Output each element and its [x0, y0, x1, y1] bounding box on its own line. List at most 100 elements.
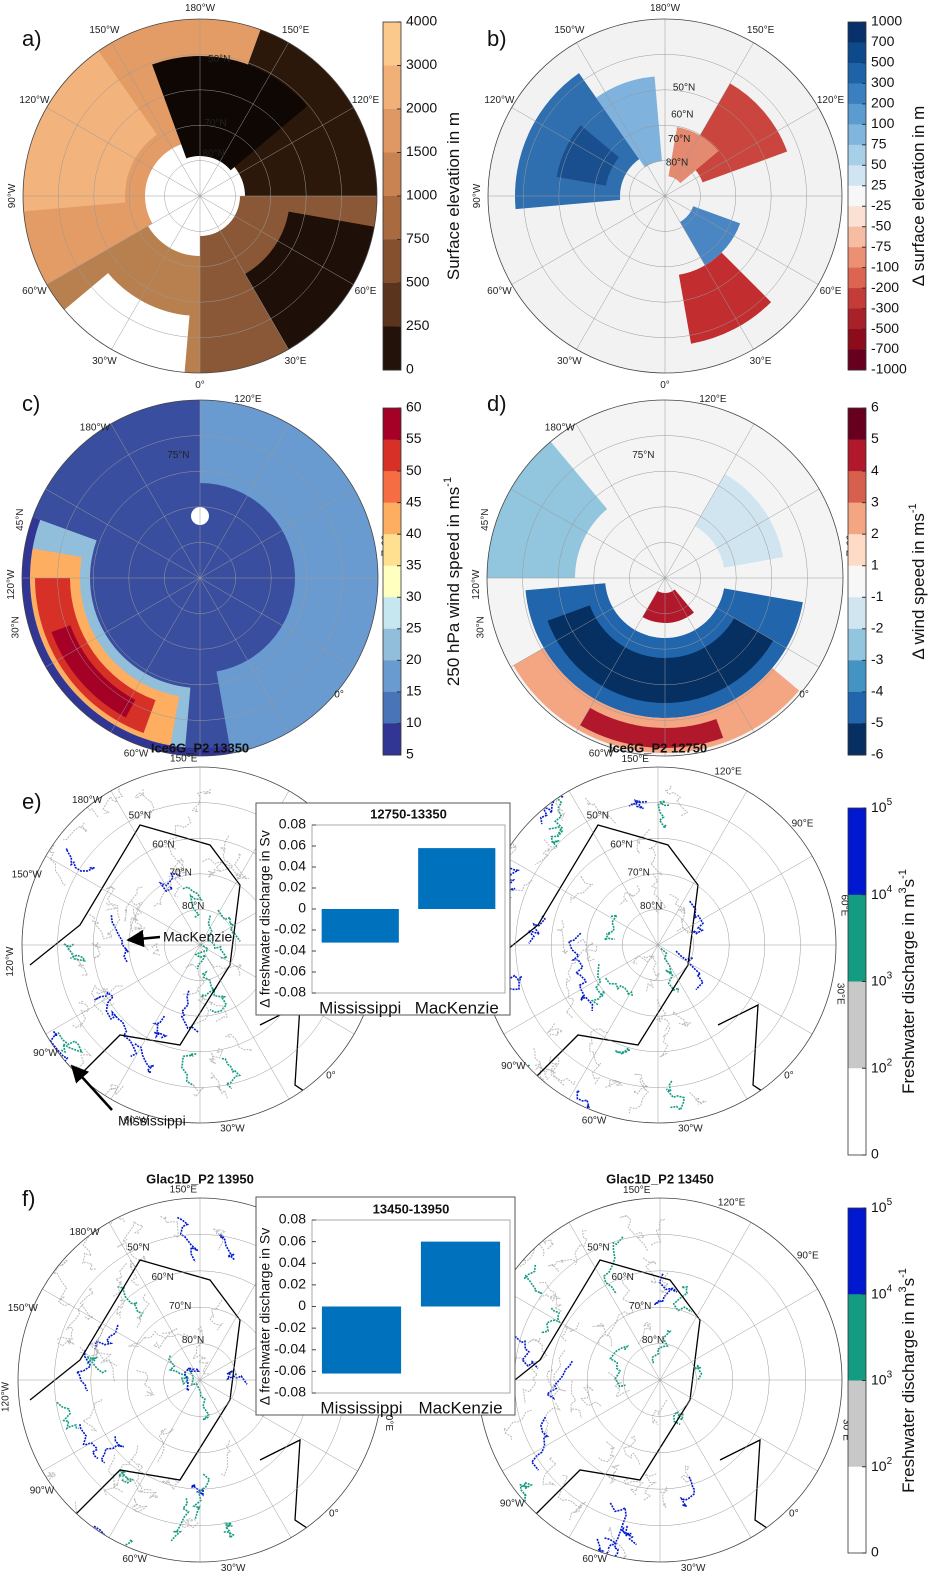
colorbar-segment	[848, 165, 866, 187]
river	[136, 1370, 155, 1396]
river	[655, 999, 670, 1032]
map-label: 30°E	[285, 356, 307, 367]
meridian	[657, 944, 813, 1035]
river	[131, 1497, 150, 1513]
colorbar-segment	[383, 565, 401, 598]
panel-label: d)	[487, 391, 507, 416]
river	[134, 788, 155, 815]
river	[546, 1369, 555, 1399]
river	[539, 1293, 562, 1303]
colorbar-tick-label: 6	[871, 399, 879, 415]
map-label: 80°N	[666, 157, 688, 168]
label-part: Δ surface elevation in m	[909, 106, 928, 287]
map-label: 150°W	[8, 1303, 39, 1314]
colorbar-tick-label: 2000	[406, 100, 437, 116]
river	[217, 909, 241, 942]
river	[182, 886, 203, 919]
map-label: 120°W	[19, 95, 50, 106]
label-part: Δ wind speed in ms	[909, 513, 928, 659]
y-tick-label: 0.04	[279, 1254, 306, 1270]
river	[207, 958, 242, 977]
y-axis-label: Δ freshwater discharge in Sv	[257, 1228, 273, 1405]
map-label: 75°N	[167, 450, 189, 461]
map-border	[22, 18, 378, 374]
map-label: 30°W	[92, 356, 117, 367]
river	[608, 1371, 630, 1398]
river	[56, 1336, 75, 1347]
map-label: 30°E	[835, 983, 846, 1005]
river	[100, 1436, 124, 1464]
river	[632, 955, 655, 964]
map-label: 120°W	[484, 95, 515, 106]
river	[221, 1057, 242, 1090]
river	[193, 1354, 210, 1375]
colorbar-segment	[848, 471, 866, 504]
colorbar-tick-label: 30	[406, 588, 422, 604]
map-label: 150°E	[622, 754, 650, 765]
colorbar-frame	[847, 407, 867, 756]
colorbar-segment	[848, 42, 866, 64]
river	[642, 1257, 657, 1284]
meridian	[510, 488, 666, 579]
meridian	[45, 855, 201, 946]
river	[511, 1336, 539, 1369]
colorbar-segment	[383, 65, 401, 110]
river	[63, 822, 89, 841]
map-label: 30°W	[221, 1563, 246, 1574]
river	[646, 955, 660, 992]
map-label: 90°W	[7, 183, 18, 208]
meridian	[111, 42, 201, 197]
map-region	[22, 517, 231, 756]
river	[545, 1360, 573, 1401]
colorbar-segment	[848, 349, 866, 371]
map-label: 180°W	[70, 1227, 101, 1238]
river	[542, 1457, 557, 1486]
river	[530, 1416, 550, 1471]
colorbar-segment	[848, 22, 866, 43]
colorbar-segment	[848, 144, 866, 166]
colorbar-tick-label: 2	[871, 525, 879, 541]
colorbar-segment	[383, 326, 401, 371]
river	[168, 1355, 191, 1385]
tick-base: 10	[871, 885, 887, 901]
river	[633, 1073, 650, 1095]
river	[57, 1032, 84, 1054]
map-label: 75°N	[632, 450, 654, 461]
river	[101, 985, 123, 1007]
tick-exponent: 3	[887, 970, 893, 981]
colorbar-tick-label: 4000	[406, 13, 437, 29]
colorbar-segment	[848, 1208, 866, 1295]
map-label: 120°E	[352, 95, 380, 106]
colorbar-segment	[383, 534, 401, 567]
meridian	[664, 195, 819, 285]
colorbar-tick-label: -5	[871, 714, 884, 730]
bar	[321, 909, 399, 943]
meridian	[664, 577, 820, 668]
meridian	[199, 195, 289, 350]
river	[103, 1471, 124, 1497]
colorbar-segment	[848, 267, 866, 289]
meridian	[199, 488, 355, 579]
colorbar-segment	[848, 124, 866, 146]
river	[672, 1285, 693, 1313]
river	[192, 1473, 211, 1521]
river	[547, 1258, 576, 1273]
map-label: 120°W	[5, 946, 16, 977]
river	[65, 1303, 84, 1339]
colorbar-tick-label: 4	[871, 462, 879, 478]
colorbar-segment	[848, 502, 866, 535]
x-tick-label: MacKenzie	[415, 998, 499, 1017]
colorbar-tick-label: 5	[406, 746, 414, 762]
map-label: 90°E	[797, 1251, 819, 1262]
river	[93, 1325, 104, 1359]
meridian	[568, 1222, 661, 1381]
colorbar-tick-label: 1000	[406, 187, 437, 203]
map-label: 90°W	[501, 1061, 526, 1072]
river	[567, 945, 598, 980]
map-label: 80°N	[203, 149, 225, 160]
colorbar-tick-label: 102	[871, 1057, 893, 1075]
chart-title: 13450-13950	[373, 1201, 450, 1216]
colorbar-segment	[848, 185, 866, 207]
colorbar-tick-label: 25	[406, 620, 422, 636]
colorbar-tick-label: -6	[871, 746, 884, 762]
